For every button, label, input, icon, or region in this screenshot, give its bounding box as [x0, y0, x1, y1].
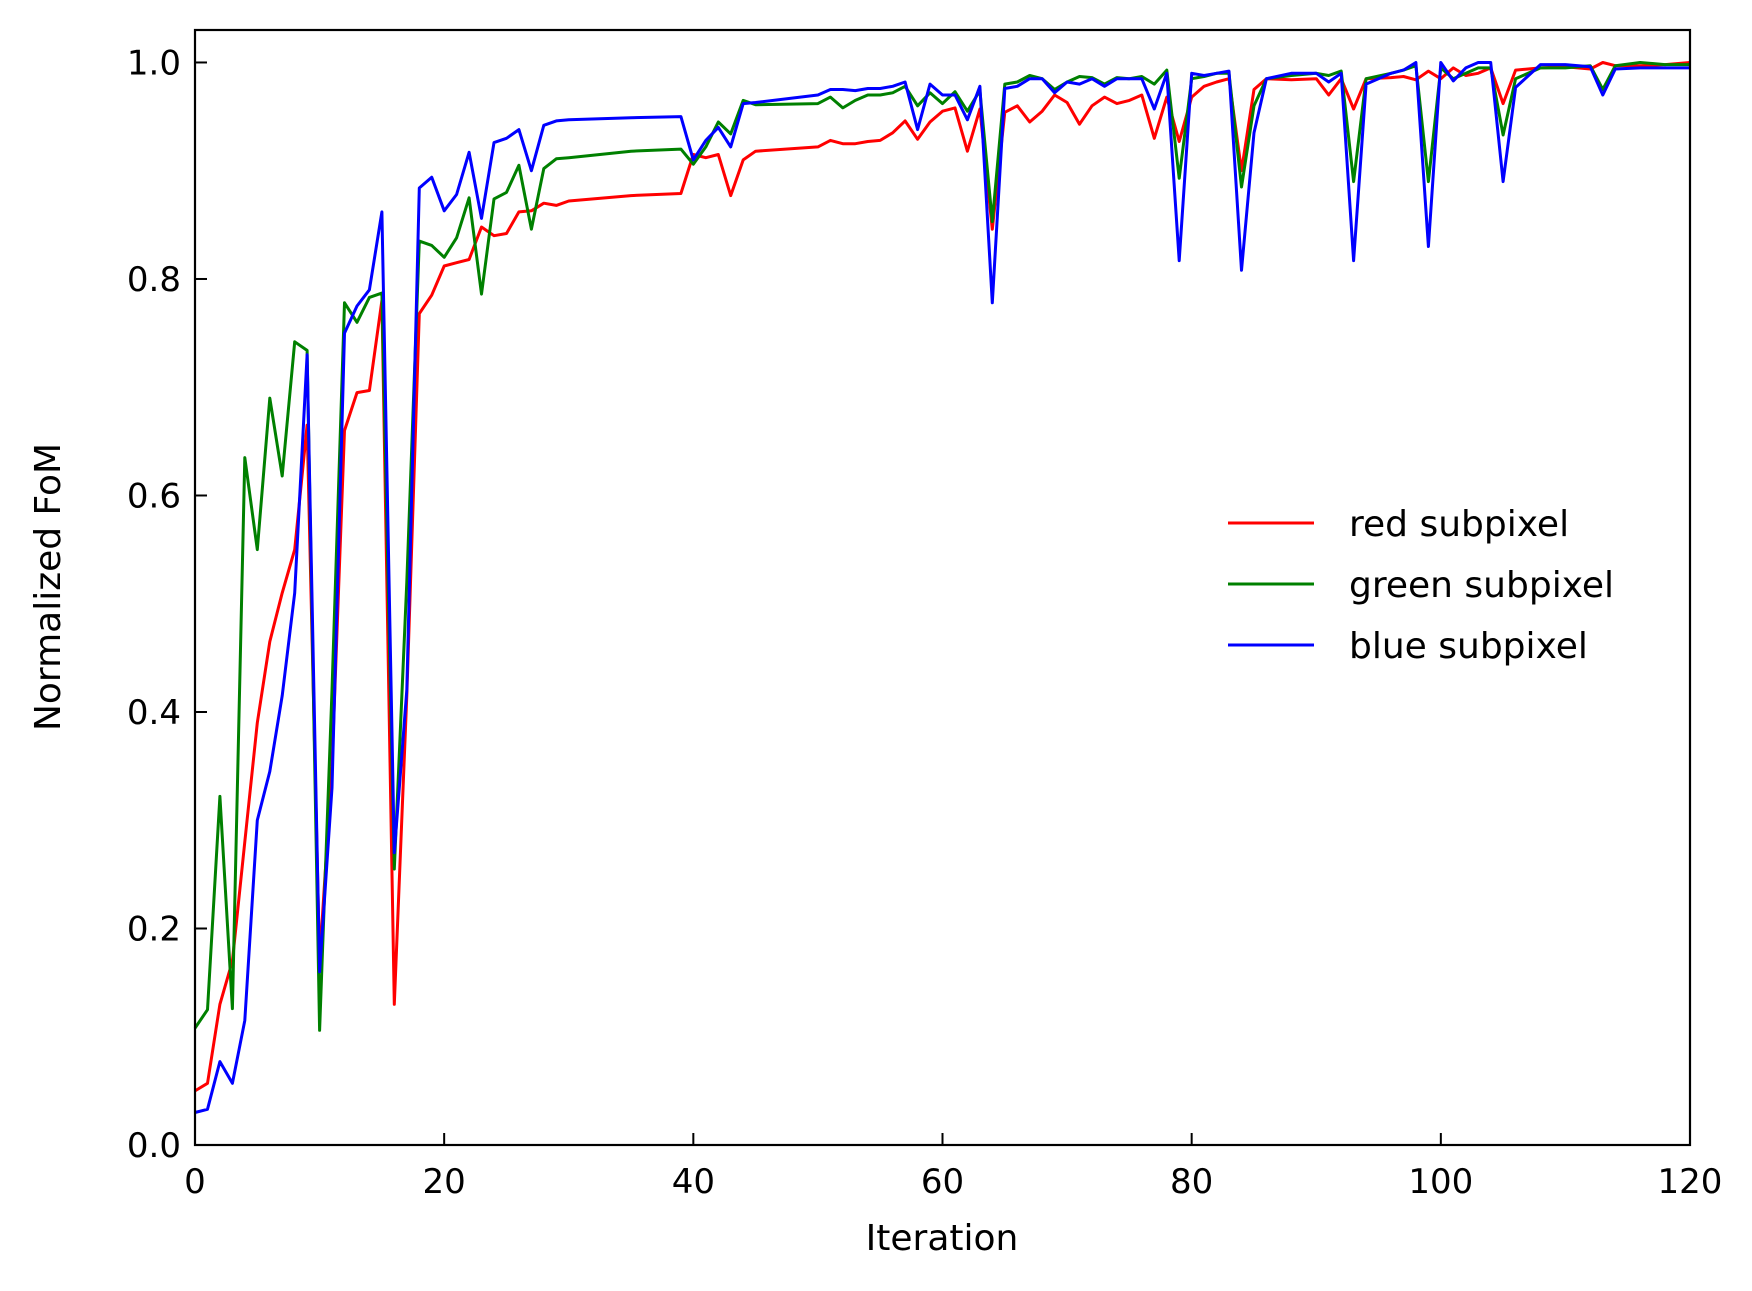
legend-label-2: blue subpixel	[1349, 626, 1588, 667]
legend: red subpixel green subpixel blue subpixel	[1228, 504, 1614, 667]
legend-label-1: green subpixel	[1349, 565, 1614, 606]
plot-area	[195, 30, 1690, 1145]
legend-label-0: red subpixel	[1349, 504, 1569, 545]
y-tick-label: 1.0	[127, 43, 181, 83]
x-tick-label: 80	[1170, 1162, 1213, 1202]
series-line-0	[194, 61, 1691, 1093]
y-tick-label: 0.2	[127, 909, 181, 949]
series-layer	[193, 61, 1691, 1114]
x-tick-label: 100	[1408, 1162, 1473, 1202]
y-tick-label: 0.0	[127, 1126, 181, 1166]
y-axis-label: Normalized FoM	[28, 443, 69, 731]
x-tick-label: 20	[423, 1162, 466, 1202]
y-tick-label: 0.4	[127, 693, 181, 733]
x-tick-label: 40	[672, 1162, 715, 1202]
x-tick-label: 60	[921, 1162, 964, 1202]
x-tick-label: 120	[1658, 1162, 1723, 1202]
y-tick-label: 0.8	[127, 260, 181, 300]
y-tick-label: 0.6	[127, 476, 181, 516]
x-tick-label: 0	[184, 1162, 206, 1202]
y-axis-ticks: 0.0 0.2 0.4 0.6 0.8 1.0	[127, 43, 207, 1166]
plot-frame	[193, 28, 1692, 1147]
series-line-2	[194, 61, 1690, 1114]
x-axis-ticks: 0 20 40 60 80 100 120	[184, 1133, 1722, 1202]
x-axis-label: Iteration	[866, 1218, 1019, 1259]
